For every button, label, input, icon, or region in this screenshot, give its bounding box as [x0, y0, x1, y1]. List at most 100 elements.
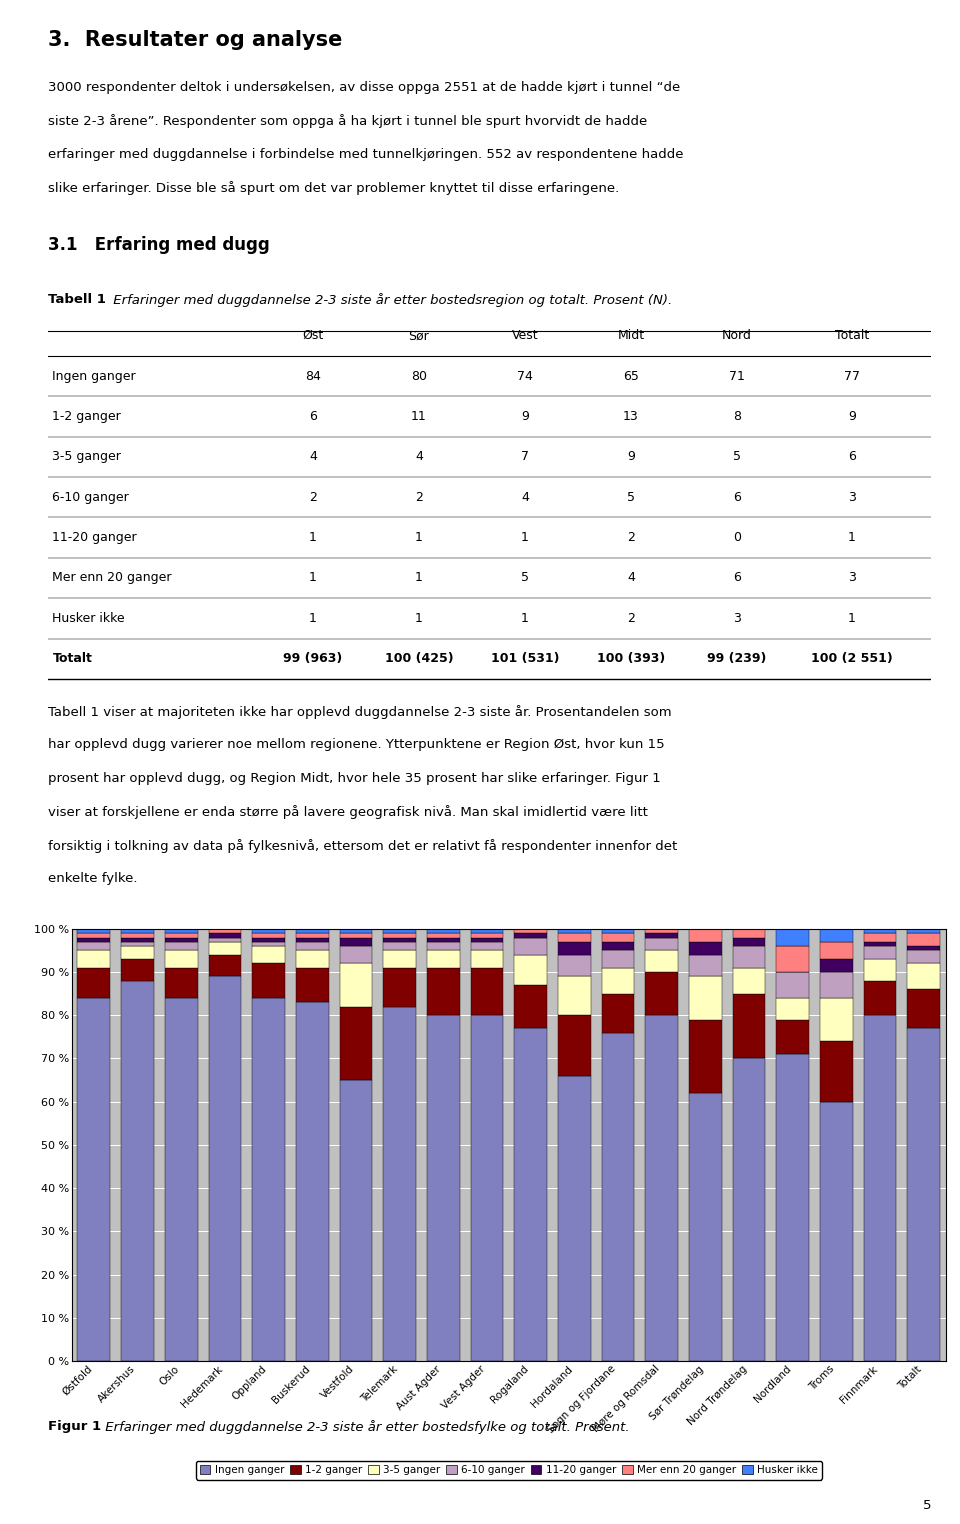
- Text: 3: 3: [732, 611, 741, 625]
- Text: erfaringer med duggdannelse i forbindelse med tunnelkjøringen. 552 av respondent: erfaringer med duggdannelse i forbindels…: [48, 148, 684, 162]
- Bar: [732, 1059, 765, 1361]
- Text: 6: 6: [732, 491, 741, 504]
- Bar: [208, 928, 241, 933]
- Bar: [732, 968, 765, 994]
- Bar: [121, 928, 154, 933]
- Text: enkelte fylke.: enkelte fylke.: [48, 872, 137, 885]
- Text: 4: 4: [415, 450, 423, 463]
- Bar: [296, 968, 328, 1003]
- Text: 9: 9: [848, 410, 855, 424]
- Bar: [340, 928, 372, 933]
- Text: Totalt: Totalt: [834, 329, 869, 343]
- Bar: [296, 942, 328, 951]
- Bar: [383, 933, 416, 937]
- Text: Erfaringer med duggdannelse 2-3 siste år etter bostedsfylke og totalt. Prosent.: Erfaringer med duggdannelse 2-3 siste år…: [101, 1420, 630, 1434]
- Bar: [602, 1033, 635, 1361]
- Bar: [296, 951, 328, 968]
- Bar: [470, 928, 503, 933]
- Text: 1: 1: [848, 530, 855, 544]
- Text: 5: 5: [732, 450, 741, 463]
- Bar: [78, 998, 110, 1361]
- Bar: [558, 928, 590, 933]
- Text: Ingen ganger: Ingen ganger: [53, 369, 136, 383]
- Text: Sør: Sør: [409, 329, 429, 343]
- Bar: [777, 1055, 809, 1361]
- Text: 80: 80: [411, 369, 427, 383]
- Text: 0: 0: [732, 530, 741, 544]
- Bar: [558, 977, 590, 1015]
- Bar: [864, 942, 897, 946]
- Bar: [208, 942, 241, 956]
- Bar: [602, 951, 635, 968]
- Text: 2: 2: [627, 611, 635, 625]
- Text: siste 2-3 årene”. Respondenter som oppga å ha kjørt i tunnel ble spurt hvorvidt : siste 2-3 årene”. Respondenter som oppga…: [48, 114, 647, 128]
- Bar: [864, 946, 897, 959]
- Text: 100 (393): 100 (393): [597, 652, 665, 666]
- Bar: [820, 942, 852, 959]
- Bar: [165, 928, 198, 933]
- Text: Erfaringer med duggdannelse 2-3 siste år etter bostedsregion og totalt. Prosent : Erfaringer med duggdannelse 2-3 siste år…: [109, 293, 673, 306]
- Bar: [208, 937, 241, 942]
- Text: 13: 13: [623, 410, 638, 424]
- Text: 9: 9: [521, 410, 529, 424]
- Bar: [427, 942, 460, 951]
- Bar: [645, 933, 678, 937]
- Text: 2: 2: [627, 530, 635, 544]
- Bar: [78, 933, 110, 937]
- Text: 1: 1: [848, 611, 855, 625]
- Bar: [645, 928, 678, 933]
- Bar: [252, 933, 285, 937]
- Text: viser at forskjellene er enda større på lavere geografisk nivå. Man skal imidler: viser at forskjellene er enda større på …: [48, 805, 648, 820]
- Bar: [121, 933, 154, 937]
- Bar: [252, 946, 285, 963]
- Bar: [470, 968, 503, 1015]
- Text: 65: 65: [623, 369, 638, 383]
- Bar: [907, 1029, 940, 1361]
- Bar: [732, 946, 765, 968]
- Bar: [777, 946, 809, 972]
- Text: Husker ikke: Husker ikke: [53, 611, 125, 625]
- Text: 2: 2: [415, 491, 423, 504]
- Bar: [165, 933, 198, 937]
- Bar: [864, 933, 897, 942]
- Bar: [340, 963, 372, 1007]
- Bar: [78, 937, 110, 942]
- Text: 3000 respondenter deltok i undersøkelsen, av disse oppga 2551 at de hadde kjørt : 3000 respondenter deltok i undersøkelsen…: [48, 81, 681, 94]
- Bar: [820, 1041, 852, 1102]
- Bar: [907, 946, 940, 951]
- Bar: [427, 933, 460, 937]
- Bar: [820, 1102, 852, 1361]
- Text: har opplevd dugg varierer noe mellom regionene. Ytterpunktene er Region Øst, hvo: har opplevd dugg varierer noe mellom reg…: [48, 738, 664, 751]
- Bar: [907, 928, 940, 933]
- Text: 5: 5: [627, 491, 635, 504]
- Bar: [383, 928, 416, 933]
- Text: 101 (531): 101 (531): [491, 652, 559, 666]
- Bar: [777, 998, 809, 1020]
- Bar: [165, 998, 198, 1361]
- Bar: [689, 1093, 722, 1361]
- Bar: [645, 972, 678, 1015]
- Text: 11-20 ganger: 11-20 ganger: [53, 530, 137, 544]
- Text: 11: 11: [411, 410, 427, 424]
- Bar: [645, 937, 678, 951]
- Bar: [340, 1007, 372, 1081]
- Bar: [296, 1003, 328, 1361]
- Bar: [427, 937, 460, 942]
- Bar: [602, 994, 635, 1033]
- Text: 1: 1: [309, 611, 317, 625]
- Bar: [208, 956, 241, 977]
- Bar: [340, 933, 372, 937]
- Bar: [340, 946, 372, 963]
- Text: 3-5 ganger: 3-5 ganger: [53, 450, 121, 463]
- Bar: [165, 937, 198, 942]
- Text: Øst: Øst: [302, 329, 324, 343]
- Bar: [427, 951, 460, 968]
- Bar: [558, 1015, 590, 1076]
- Bar: [820, 998, 852, 1041]
- Bar: [78, 928, 110, 933]
- Text: 4: 4: [309, 450, 317, 463]
- Bar: [820, 972, 852, 998]
- Text: 5: 5: [521, 572, 529, 585]
- Text: 74: 74: [517, 369, 533, 383]
- Bar: [470, 1015, 503, 1361]
